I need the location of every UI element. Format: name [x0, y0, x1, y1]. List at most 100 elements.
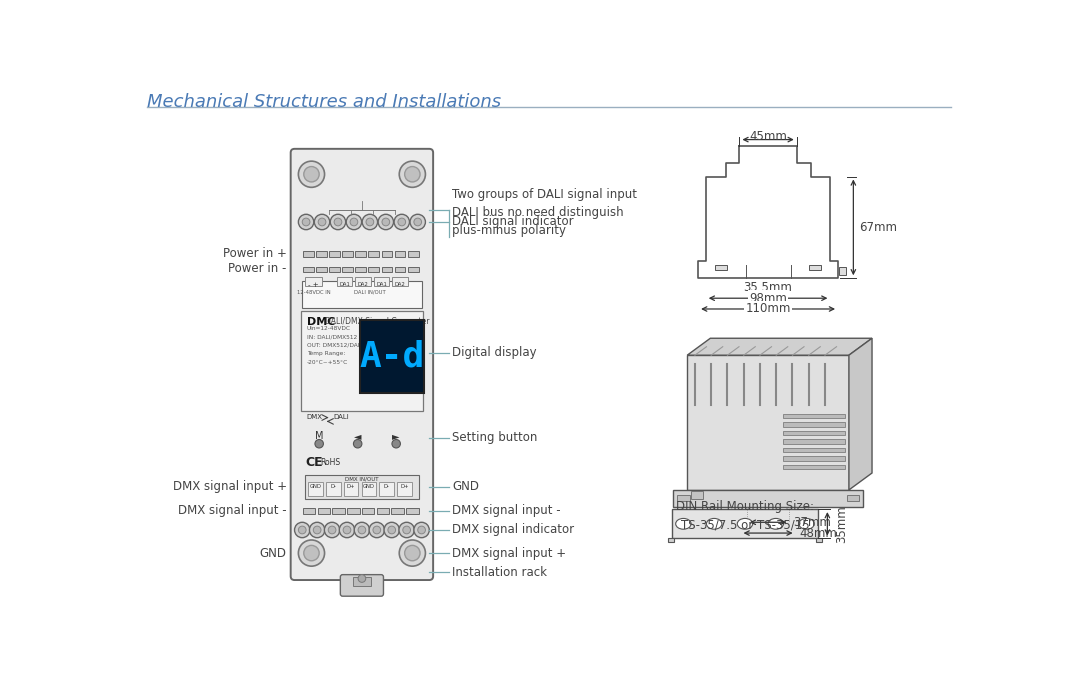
Circle shape	[378, 214, 393, 230]
Circle shape	[295, 522, 310, 537]
Text: 110mm: 110mm	[745, 303, 791, 316]
Bar	[691, 492, 702, 499]
Circle shape	[414, 522, 429, 537]
Text: DA1: DA1	[339, 282, 351, 287]
Circle shape	[313, 526, 321, 534]
Bar	[362, 508, 374, 514]
Text: 37mm: 37mm	[793, 516, 831, 529]
Bar	[397, 482, 412, 496]
Bar	[347, 508, 359, 514]
Circle shape	[303, 546, 319, 561]
Circle shape	[399, 161, 426, 188]
Circle shape	[302, 218, 310, 226]
Text: 35mm: 35mm	[835, 505, 848, 543]
Circle shape	[418, 526, 426, 534]
Circle shape	[303, 166, 319, 182]
Bar	[355, 267, 367, 272]
Text: DALI: DALI	[333, 415, 349, 421]
Circle shape	[403, 526, 411, 534]
Bar	[784, 456, 845, 460]
Ellipse shape	[768, 518, 784, 529]
Text: ►: ►	[392, 432, 400, 441]
Circle shape	[298, 526, 307, 534]
Bar	[361, 482, 376, 496]
Bar	[678, 494, 689, 501]
Bar	[306, 475, 418, 499]
Text: D+: D+	[400, 484, 408, 489]
Bar	[317, 508, 330, 514]
Text: GND: GND	[452, 480, 479, 493]
Bar	[394, 267, 405, 272]
Text: ◄: ◄	[354, 432, 361, 441]
Text: D-: D-	[384, 484, 389, 489]
Text: DALI IN/OUT: DALI IN/OUT	[354, 290, 386, 295]
Bar	[673, 490, 863, 507]
Text: - +: - +	[309, 282, 319, 288]
Bar	[355, 251, 367, 256]
Bar	[316, 251, 327, 256]
Circle shape	[398, 218, 405, 226]
Text: 35.5mm: 35.5mm	[744, 281, 792, 294]
Circle shape	[354, 439, 362, 448]
Circle shape	[298, 161, 325, 188]
Bar	[369, 267, 379, 272]
Bar	[672, 509, 818, 539]
Bar	[360, 320, 423, 393]
Bar	[394, 251, 405, 256]
Circle shape	[310, 522, 325, 537]
Ellipse shape	[799, 518, 815, 529]
Circle shape	[315, 439, 324, 448]
Text: M: M	[315, 432, 324, 441]
Bar	[668, 539, 674, 542]
Bar	[784, 439, 845, 444]
Bar	[376, 508, 389, 514]
Bar	[784, 414, 845, 418]
Text: DMX signal input +: DMX signal input +	[452, 546, 566, 559]
Text: DIN Rail Mounting Size:
TS-35/7.5 or TS-35/15: DIN Rail Mounting Size: TS-35/7.5 or TS-…	[676, 500, 814, 532]
Text: Setting button: Setting button	[452, 431, 538, 444]
Circle shape	[334, 218, 342, 226]
Circle shape	[328, 526, 336, 534]
Text: Uin=12-48VDC: Uin=12-48VDC	[307, 326, 351, 331]
Ellipse shape	[706, 518, 721, 529]
Text: GND: GND	[310, 484, 322, 489]
Circle shape	[394, 214, 410, 230]
Bar	[369, 251, 379, 256]
Bar	[382, 251, 392, 256]
Bar	[316, 267, 327, 272]
Circle shape	[318, 218, 326, 226]
Bar	[715, 265, 728, 271]
Polygon shape	[698, 146, 838, 278]
Text: DMX: DMX	[307, 415, 323, 421]
Circle shape	[298, 214, 314, 230]
Text: Installation rack: Installation rack	[452, 566, 548, 579]
Text: DA2: DA2	[394, 282, 405, 287]
Bar	[382, 267, 392, 272]
Bar	[687, 355, 849, 490]
Bar	[303, 508, 315, 514]
Circle shape	[343, 526, 351, 534]
Text: DMX signal input -: DMX signal input -	[178, 504, 287, 517]
Bar	[392, 277, 407, 286]
Circle shape	[358, 575, 366, 582]
Bar	[306, 277, 323, 286]
Bar	[329, 267, 340, 272]
Text: 98mm: 98mm	[749, 292, 787, 305]
Text: Digital display: Digital display	[452, 346, 537, 359]
Circle shape	[369, 522, 385, 537]
Circle shape	[346, 214, 361, 230]
Bar	[839, 267, 846, 275]
Circle shape	[399, 522, 415, 537]
Bar	[406, 508, 418, 514]
Bar	[332, 508, 345, 514]
Circle shape	[339, 522, 355, 537]
Ellipse shape	[675, 518, 691, 529]
Text: GND: GND	[363, 484, 375, 489]
FancyBboxPatch shape	[291, 149, 433, 580]
Text: DMX signal indicator: DMX signal indicator	[452, 524, 575, 537]
Text: DA2: DA2	[358, 282, 369, 287]
Circle shape	[392, 439, 401, 448]
FancyBboxPatch shape	[340, 575, 384, 596]
Ellipse shape	[738, 518, 753, 529]
Bar	[355, 277, 371, 286]
